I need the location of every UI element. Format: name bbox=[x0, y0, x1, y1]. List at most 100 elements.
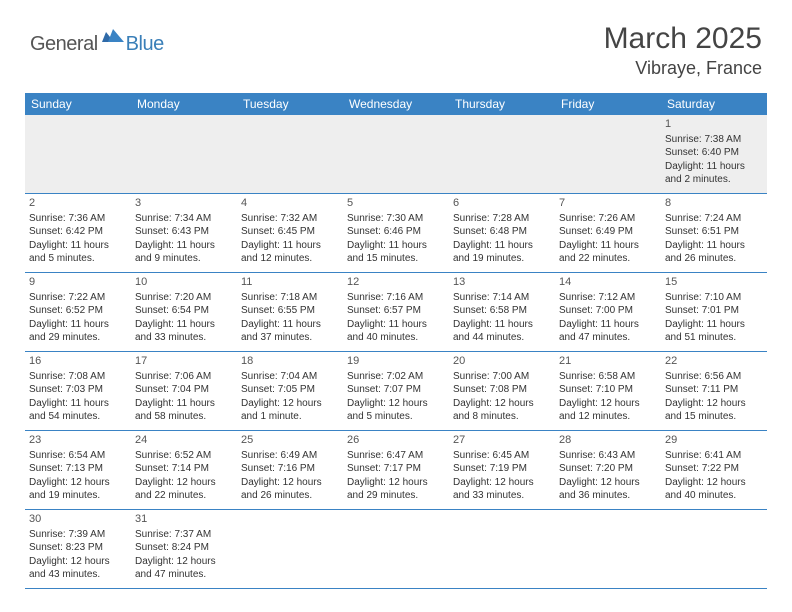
daylight-text: Daylight: 12 hours and 22 minutes. bbox=[135, 476, 233, 503]
day-cell: 15Sunrise: 7:10 AMSunset: 7:01 PMDayligh… bbox=[661, 273, 767, 351]
day-cell: 18Sunrise: 7:04 AMSunset: 7:05 PMDayligh… bbox=[237, 352, 343, 430]
weekday-header: Tuesday bbox=[237, 93, 343, 115]
daylight-text: Daylight: 11 hours and 58 minutes. bbox=[135, 397, 233, 424]
day-cell: 8Sunrise: 7:24 AMSunset: 6:51 PMDaylight… bbox=[661, 194, 767, 272]
day-number: 1 bbox=[665, 117, 763, 132]
daylight-text: Daylight: 12 hours and 5 minutes. bbox=[347, 397, 445, 424]
day-number: 28 bbox=[559, 433, 657, 448]
sunrise-text: Sunrise: 7:04 AM bbox=[241, 370, 339, 384]
flag-icon bbox=[102, 28, 124, 49]
daylight-text: Daylight: 11 hours and 19 minutes. bbox=[453, 239, 551, 266]
week-row: 2Sunrise: 7:36 AMSunset: 6:42 PMDaylight… bbox=[25, 194, 767, 273]
day-cell: 17Sunrise: 7:06 AMSunset: 7:04 PMDayligh… bbox=[131, 352, 237, 430]
sunset-text: Sunset: 7:08 PM bbox=[453, 383, 551, 397]
day-cell: 6Sunrise: 7:28 AMSunset: 6:48 PMDaylight… bbox=[449, 194, 555, 272]
sunset-text: Sunset: 8:24 PM bbox=[135, 541, 233, 555]
sunrise-text: Sunrise: 7:32 AM bbox=[241, 212, 339, 226]
daylight-text: Daylight: 12 hours and 8 minutes. bbox=[453, 397, 551, 424]
daylight-text: Daylight: 11 hours and 37 minutes. bbox=[241, 318, 339, 345]
day-number: 27 bbox=[453, 433, 551, 448]
page-header: General Blue March 2025 Vibraye, France bbox=[0, 0, 792, 87]
weekday-header: Wednesday bbox=[343, 93, 449, 115]
weekday-header: Thursday bbox=[449, 93, 555, 115]
day-number: 24 bbox=[135, 433, 233, 448]
sunrise-text: Sunrise: 7:37 AM bbox=[135, 528, 233, 542]
sunset-text: Sunset: 8:23 PM bbox=[29, 541, 127, 555]
daylight-text: Daylight: 11 hours and 29 minutes. bbox=[29, 318, 127, 345]
daylight-text: Daylight: 11 hours and 47 minutes. bbox=[559, 318, 657, 345]
daylight-text: Daylight: 11 hours and 51 minutes. bbox=[665, 318, 763, 345]
title-block: March 2025 Vibraye, France bbox=[604, 22, 762, 79]
daylight-text: Daylight: 12 hours and 47 minutes. bbox=[135, 555, 233, 582]
week-row: 23Sunrise: 6:54 AMSunset: 7:13 PMDayligh… bbox=[25, 431, 767, 510]
sunset-text: Sunset: 7:07 PM bbox=[347, 383, 445, 397]
sunrise-text: Sunrise: 6:54 AM bbox=[29, 449, 127, 463]
sunset-text: Sunset: 7:22 PM bbox=[665, 462, 763, 476]
sunrise-text: Sunrise: 7:14 AM bbox=[453, 291, 551, 305]
sunrise-text: Sunrise: 7:34 AM bbox=[135, 212, 233, 226]
daylight-text: Daylight: 11 hours and 54 minutes. bbox=[29, 397, 127, 424]
day-number: 8 bbox=[665, 196, 763, 211]
sunset-text: Sunset: 7:10 PM bbox=[559, 383, 657, 397]
sunset-text: Sunset: 7:16 PM bbox=[241, 462, 339, 476]
daylight-text: Daylight: 12 hours and 26 minutes. bbox=[241, 476, 339, 503]
sunset-text: Sunset: 6:52 PM bbox=[29, 304, 127, 318]
sunset-text: Sunset: 7:20 PM bbox=[559, 462, 657, 476]
day-number: 25 bbox=[241, 433, 339, 448]
sunset-text: Sunset: 6:55 PM bbox=[241, 304, 339, 318]
day-cell: 28Sunrise: 6:43 AMSunset: 7:20 PMDayligh… bbox=[555, 431, 661, 509]
day-cell bbox=[237, 115, 343, 193]
day-number: 31 bbox=[135, 512, 233, 527]
sunset-text: Sunset: 6:48 PM bbox=[453, 225, 551, 239]
day-cell: 23Sunrise: 6:54 AMSunset: 7:13 PMDayligh… bbox=[25, 431, 131, 509]
sunrise-text: Sunrise: 6:52 AM bbox=[135, 449, 233, 463]
day-number: 14 bbox=[559, 275, 657, 290]
weekday-header: Monday bbox=[131, 93, 237, 115]
daylight-text: Daylight: 12 hours and 12 minutes. bbox=[559, 397, 657, 424]
sunrise-text: Sunrise: 7:39 AM bbox=[29, 528, 127, 542]
daylight-text: Daylight: 11 hours and 15 minutes. bbox=[347, 239, 445, 266]
sunrise-text: Sunrise: 6:43 AM bbox=[559, 449, 657, 463]
weekday-header-row: Sunday Monday Tuesday Wednesday Thursday… bbox=[25, 93, 767, 115]
sunrise-text: Sunrise: 7:18 AM bbox=[241, 291, 339, 305]
daylight-text: Daylight: 11 hours and 5 minutes. bbox=[29, 239, 127, 266]
sunset-text: Sunset: 6:54 PM bbox=[135, 304, 233, 318]
week-row: 16Sunrise: 7:08 AMSunset: 7:03 PMDayligh… bbox=[25, 352, 767, 431]
weekday-header: Friday bbox=[555, 93, 661, 115]
daylight-text: Daylight: 12 hours and 19 minutes. bbox=[29, 476, 127, 503]
day-cell bbox=[661, 510, 767, 588]
sunset-text: Sunset: 6:57 PM bbox=[347, 304, 445, 318]
daylight-text: Daylight: 11 hours and 26 minutes. bbox=[665, 239, 763, 266]
sunrise-text: Sunrise: 7:22 AM bbox=[29, 291, 127, 305]
daylight-text: Daylight: 12 hours and 29 minutes. bbox=[347, 476, 445, 503]
day-cell bbox=[25, 115, 131, 193]
day-cell: 3Sunrise: 7:34 AMSunset: 6:43 PMDaylight… bbox=[131, 194, 237, 272]
week-row: 9Sunrise: 7:22 AMSunset: 6:52 PMDaylight… bbox=[25, 273, 767, 352]
daylight-text: Daylight: 12 hours and 36 minutes. bbox=[559, 476, 657, 503]
day-number: 15 bbox=[665, 275, 763, 290]
daylight-text: Daylight: 12 hours and 40 minutes. bbox=[665, 476, 763, 503]
day-number: 7 bbox=[559, 196, 657, 211]
day-number: 10 bbox=[135, 275, 233, 290]
sunrise-text: Sunrise: 7:38 AM bbox=[665, 133, 763, 147]
day-cell: 20Sunrise: 7:00 AMSunset: 7:08 PMDayligh… bbox=[449, 352, 555, 430]
sunrise-text: Sunrise: 7:08 AM bbox=[29, 370, 127, 384]
day-cell: 4Sunrise: 7:32 AMSunset: 6:45 PMDaylight… bbox=[237, 194, 343, 272]
sunrise-text: Sunrise: 6:56 AM bbox=[665, 370, 763, 384]
weekday-header: Saturday bbox=[661, 93, 767, 115]
daylight-text: Daylight: 12 hours and 1 minute. bbox=[241, 397, 339, 424]
day-cell: 25Sunrise: 6:49 AMSunset: 7:16 PMDayligh… bbox=[237, 431, 343, 509]
sunrise-text: Sunrise: 7:16 AM bbox=[347, 291, 445, 305]
logo-text-blue: Blue bbox=[126, 33, 164, 56]
week-row: 1Sunrise: 7:38 AMSunset: 6:40 PMDaylight… bbox=[25, 115, 767, 194]
daylight-text: Daylight: 11 hours and 12 minutes. bbox=[241, 239, 339, 266]
day-cell: 31Sunrise: 7:37 AMSunset: 8:24 PMDayligh… bbox=[131, 510, 237, 588]
sunrise-text: Sunrise: 6:45 AM bbox=[453, 449, 551, 463]
sunrise-text: Sunrise: 7:06 AM bbox=[135, 370, 233, 384]
day-number: 19 bbox=[347, 354, 445, 369]
day-cell: 26Sunrise: 6:47 AMSunset: 7:17 PMDayligh… bbox=[343, 431, 449, 509]
day-cell: 2Sunrise: 7:36 AMSunset: 6:42 PMDaylight… bbox=[25, 194, 131, 272]
day-cell: 14Sunrise: 7:12 AMSunset: 7:00 PMDayligh… bbox=[555, 273, 661, 351]
day-cell: 30Sunrise: 7:39 AMSunset: 8:23 PMDayligh… bbox=[25, 510, 131, 588]
daylight-text: Daylight: 12 hours and 15 minutes. bbox=[665, 397, 763, 424]
